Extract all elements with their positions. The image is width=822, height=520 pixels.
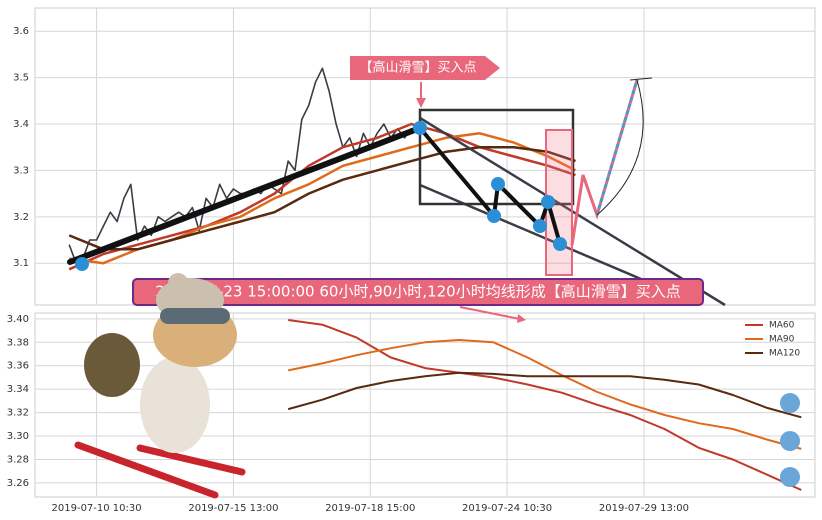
- series-line: [287, 339, 802, 450]
- dot: [553, 237, 567, 251]
- series-line: [288, 319, 802, 491]
- y-tick-label: 3.2: [13, 212, 29, 223]
- ski: [136, 444, 246, 476]
- y-tick-label: 3.40: [7, 314, 29, 325]
- y-tick-label: 3.28: [7, 454, 29, 465]
- y-tick-label: 3.38: [7, 337, 29, 348]
- y-tick-label: 3.26: [7, 478, 29, 489]
- dot: [541, 195, 555, 209]
- legend-label: MA120: [769, 349, 800, 359]
- trend-line: [419, 183, 656, 287]
- projection: [595, 79, 639, 216]
- dots: [75, 121, 567, 271]
- x-tick-label: 2019-07-24 10:30: [462, 503, 552, 514]
- arc: [629, 77, 653, 81]
- y-tick-label: 3.1: [13, 258, 29, 269]
- body: [140, 357, 210, 453]
- zigzag: [418, 126, 562, 245]
- y-tick-label: 3.4: [13, 119, 29, 130]
- y-tick-label: 3.34: [7, 384, 29, 395]
- hat: [168, 273, 188, 293]
- series-line: [68, 122, 576, 271]
- y-tick-label: 3.6: [13, 26, 29, 37]
- y-tick-label: 3.5: [13, 73, 29, 84]
- annotation: 2019-07-23 15:00:00 60小时,90小时,120小时均线形成【…: [155, 283, 680, 301]
- x-tick-label: 2019-07-10 10:30: [52, 503, 142, 514]
- banner: [350, 56, 500, 80]
- legend-label: MA60: [769, 321, 795, 331]
- arc: [596, 79, 644, 216]
- arrow: [459, 306, 521, 320]
- mini-skier: [780, 431, 800, 451]
- skier-illustration: [74, 273, 246, 499]
- goggles: [160, 308, 230, 324]
- arrow: [517, 314, 526, 323]
- ski: [74, 441, 219, 499]
- y-tick-label: 3.32: [7, 408, 29, 419]
- series-line: [287, 371, 802, 419]
- x-tick-label: 2019-07-15 13:00: [188, 503, 278, 514]
- x-tick-label: 2019-07-29 13:00: [599, 503, 689, 514]
- y-tick-label: 3.30: [7, 431, 29, 442]
- mini-skiers: [780, 393, 800, 487]
- dot: [487, 209, 501, 223]
- arrow: [416, 98, 426, 108]
- y-tick-label: 3.3: [13, 165, 29, 176]
- y-tick-label: 3.36: [7, 361, 29, 372]
- series-line: [68, 145, 576, 251]
- annotations: 【高山滑雪】买入点 2019-07-23 15:00:00 60小时,90小时,…: [67, 56, 800, 499]
- dot: [533, 219, 547, 233]
- dot: [75, 257, 89, 271]
- mini-skier: [780, 467, 800, 487]
- legend-label: MA90: [769, 335, 795, 345]
- mini-skier: [780, 393, 800, 413]
- banner: [132, 278, 704, 306]
- x-tick-label: 2019-07-18 15:00: [325, 503, 415, 514]
- backpack: [84, 333, 140, 397]
- dot: [413, 121, 427, 135]
- dot: [491, 177, 505, 191]
- annotation: 【高山滑雪】买入点: [359, 60, 476, 76]
- trend-line: [67, 125, 423, 265]
